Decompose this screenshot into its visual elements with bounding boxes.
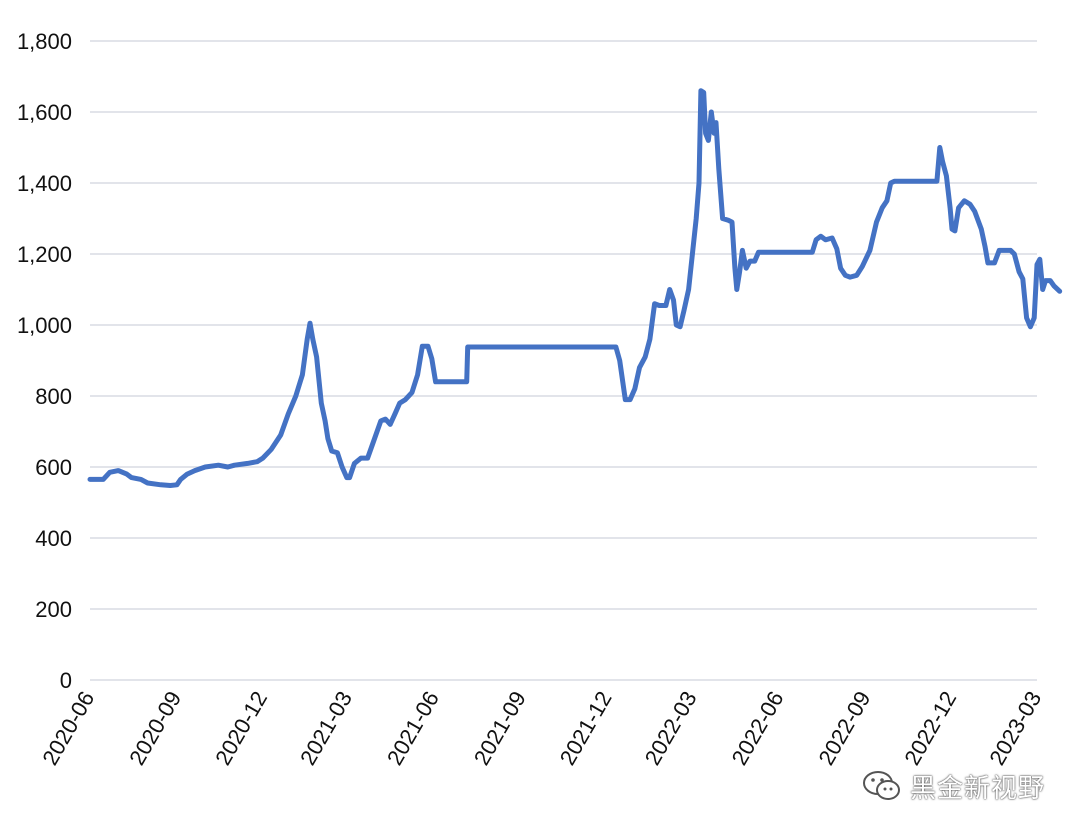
y-tick-label: 1,400 xyxy=(17,171,72,196)
watermark: 黑金新视野 xyxy=(862,766,1045,806)
gridlines xyxy=(90,40,1037,681)
y-tick-label: 200 xyxy=(35,597,72,622)
x-tick-label: 2022-06 xyxy=(727,687,789,769)
series-layer xyxy=(87,88,1063,488)
y-tick-label: 1,600 xyxy=(17,100,72,125)
x-tick-label: 2020-06 xyxy=(37,687,99,769)
wechat-icon xyxy=(863,771,900,800)
x-tick-label: 2021-09 xyxy=(469,687,531,769)
x-tick-label: 2021-12 xyxy=(555,687,617,769)
y-tick-label: 1,000 xyxy=(17,313,72,338)
x-tick-label: 2022-03 xyxy=(640,687,702,769)
series-line-0 xyxy=(87,88,1063,488)
x-tick-label: 2021-03 xyxy=(295,687,357,769)
y-tick-label: 1,800 xyxy=(17,29,72,54)
y-tick-label: 0 xyxy=(60,668,72,693)
x-tick-label: 2020-09 xyxy=(124,687,186,769)
x-axis-ticks: 2020-06 2020-09 2020-12 2021-03 2021-06 2021-… xyxy=(37,687,1046,769)
x-tick-label: 2022-09 xyxy=(813,687,875,769)
x-tick-label: 2023-03 xyxy=(984,687,1046,769)
x-tick-label: 2022-12 xyxy=(899,687,961,769)
y-tick-label: 800 xyxy=(35,384,72,409)
y-axis-ticks: 0 200 400 600 800 1,000 1,200 1,400 1,600 1,800 xyxy=(17,29,72,693)
x-tick-label: 2020-12 xyxy=(210,687,272,769)
y-tick-label: 600 xyxy=(35,455,72,480)
x-tick-label: 2021-06 xyxy=(382,687,444,769)
watermark-text: 黑金新视野 xyxy=(910,773,1046,804)
y-tick-label: 1,200 xyxy=(17,242,72,267)
y-tick-label: 400 xyxy=(35,526,72,551)
